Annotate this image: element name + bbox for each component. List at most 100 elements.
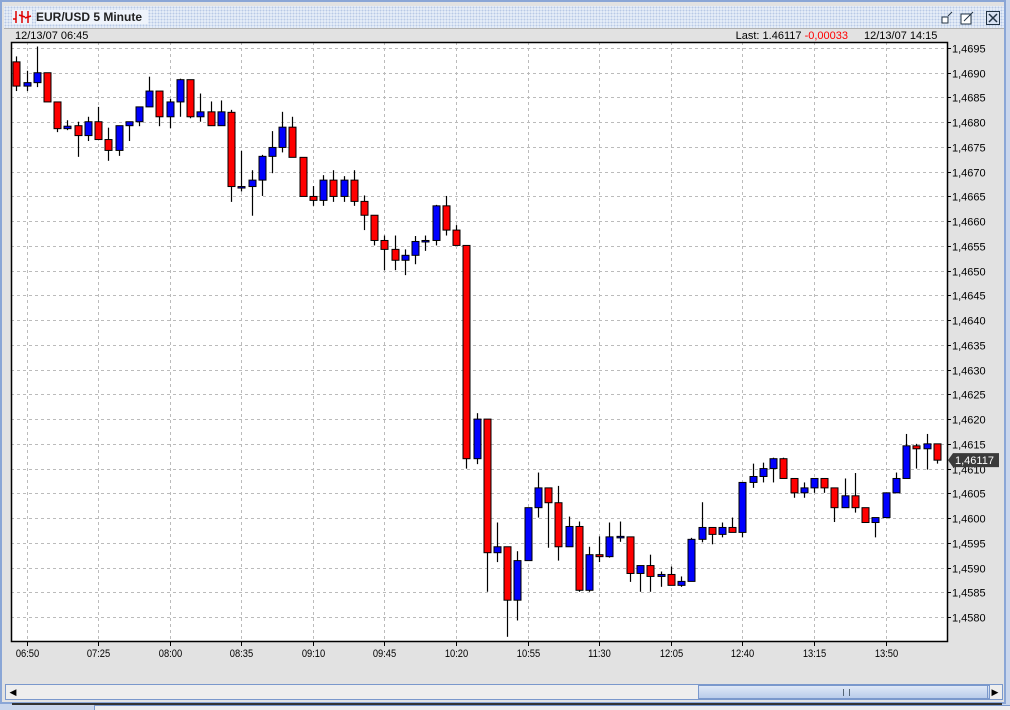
- y-tick-label: 1,4660: [952, 217, 986, 229]
- price-change: -0,00033: [804, 30, 848, 42]
- candle-up: [800, 487, 809, 494]
- x-tick-label: 13:50: [875, 648, 899, 660]
- candle-down: [452, 229, 461, 246]
- candle-up: [135, 106, 144, 123]
- last-price-tag: [948, 453, 999, 468]
- y-tick-label: 1,4585: [952, 588, 986, 600]
- candle-up: [33, 72, 42, 84]
- x-tick-label: 13:15: [803, 648, 827, 660]
- candle-up: [882, 492, 891, 519]
- candle-up: [278, 126, 287, 148]
- candle-down: [912, 445, 921, 450]
- y-tick-label: 1,4600: [952, 514, 986, 526]
- x-tick-label: 09:10: [302, 648, 326, 660]
- candle-down: [360, 200, 369, 216]
- candle-down: [299, 156, 308, 197]
- y-tick-label: 1,4605: [952, 489, 986, 501]
- scroll-left-icon[interactable]: ◀: [9, 687, 17, 697]
- x-tick-label: 12:05: [660, 648, 684, 660]
- candle-up: [115, 125, 124, 151]
- y-tick-label: 1,4615: [952, 440, 986, 452]
- y-tick-label: 1,4640: [952, 316, 986, 328]
- candle-up: [196, 111, 205, 118]
- minimize-icon[interactable]: [940, 11, 954, 25]
- lower-panel-edge: [94, 705, 1010, 710]
- candle-down: [544, 487, 553, 504]
- y-tick-label: 1,4635: [952, 341, 986, 353]
- candle-down: [350, 179, 359, 202]
- grip-icon: [843, 689, 850, 696]
- candle-up: [759, 468, 768, 477]
- x-tick-label: 07:25: [87, 648, 111, 660]
- candle-down: [329, 179, 338, 197]
- y-tick-label: 1,4670: [952, 168, 986, 180]
- candle-down: [626, 536, 635, 574]
- candle-up: [718, 526, 727, 535]
- candle-up: [749, 475, 758, 483]
- candle-down: [155, 90, 164, 118]
- candle-down: [309, 195, 318, 201]
- candle-up: [493, 546, 502, 554]
- candle-down: [503, 546, 512, 601]
- last-price-tag-label: 1,46117: [955, 455, 994, 467]
- title-bar[interactable]: EUR/USD 5 Minute: [4, 6, 1004, 29]
- candle-up: [902, 445, 911, 479]
- candle-up: [677, 580, 686, 586]
- candle-up: [84, 121, 93, 137]
- candle-down: [779, 458, 788, 479]
- close-icon[interactable]: [986, 11, 1000, 25]
- candle-down: [380, 239, 389, 250]
- candle-up: [687, 538, 696, 582]
- x-tick-label: 06:50: [16, 648, 40, 660]
- x-tick-label: 10:55: [517, 648, 541, 660]
- candle-down: [820, 477, 829, 489]
- candle-down: [790, 477, 799, 494]
- candle-down: [12, 61, 21, 87]
- candle-up: [432, 205, 441, 241]
- candle-up: [871, 517, 880, 524]
- y-tick-label: 1,4690: [952, 69, 986, 81]
- candle-up: [892, 477, 901, 494]
- candle-down: [227, 111, 236, 188]
- candle-up: [565, 525, 574, 548]
- y-tick-label: 1,4655: [952, 242, 986, 254]
- candle-up: [125, 121, 134, 127]
- candle-up: [340, 179, 349, 197]
- candle-up: [319, 179, 328, 201]
- candle-down: [104, 139, 113, 151]
- x-tick-label: 12:40: [731, 648, 755, 660]
- maximize-icon[interactable]: [960, 11, 974, 25]
- candle-up: [268, 146, 277, 157]
- y-tick-label: 1,4630: [952, 366, 986, 378]
- scrollbar-thumb[interactable]: [698, 685, 990, 699]
- candle-down: [207, 111, 216, 127]
- horizontal-scrollbar[interactable]: ◀ ▶: [5, 684, 1003, 700]
- scroll-right-icon[interactable]: ▶: [987, 685, 1002, 699]
- candle-down: [595, 554, 604, 558]
- candle-up: [401, 254, 410, 261]
- y-tick-label: 1,4695: [952, 44, 986, 56]
- candle-down: [462, 244, 471, 460]
- candle-up: [841, 495, 850, 509]
- last-price: Last: 1.46117: [735, 30, 802, 42]
- y-tick-label: 1,4620: [952, 415, 986, 427]
- candle-up: [248, 179, 257, 188]
- candle-down: [43, 72, 52, 103]
- candle-down: [667, 573, 676, 586]
- y-tick-label: 1,4650: [952, 267, 986, 279]
- candle-up: [258, 155, 267, 181]
- y-tick-label: 1,4580: [952, 613, 986, 625]
- candle-up: [769, 458, 778, 470]
- candle-up: [411, 240, 420, 256]
- candle-down: [370, 214, 379, 241]
- candle-up: [923, 443, 932, 450]
- y-tick-label: 1,4610: [952, 465, 986, 477]
- plot-area: [11, 42, 947, 641]
- x-tick-label: 10:20: [445, 648, 469, 660]
- candle-down: [851, 495, 860, 509]
- candle-up: [738, 481, 747, 533]
- candle-down: [708, 526, 717, 535]
- candle-down: [442, 205, 451, 231]
- y-tick-label: 1,4645: [952, 291, 986, 303]
